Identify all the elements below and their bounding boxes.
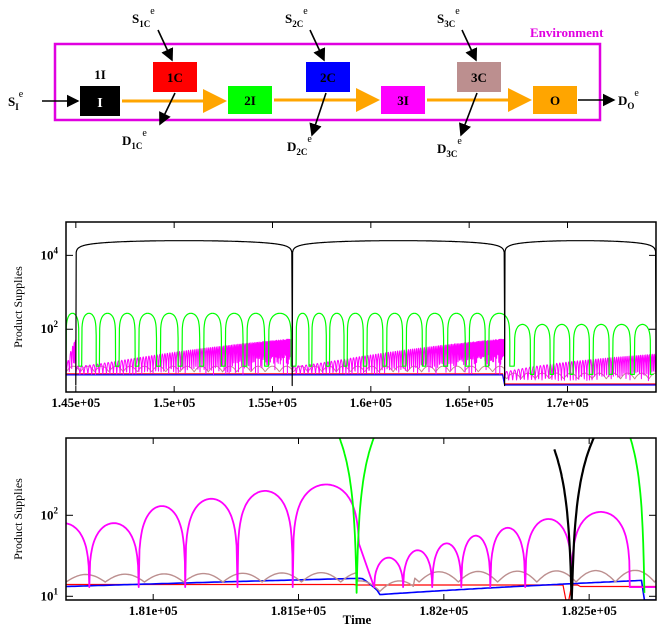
chart-top-frame: [65, 221, 657, 393]
chart-top: Product Supplies 1.45e+05 1.5e+05 1.55e+05…: [11, 221, 657, 410]
x-tick-label: 1.5e+05: [153, 395, 196, 410]
label-supply-in: SIe: [8, 89, 24, 112]
y-tick-label: 101: [41, 586, 59, 603]
series-magenta-line: [66, 338, 656, 382]
box-O-label: O: [550, 93, 560, 108]
y-tick-label: 104: [41, 245, 59, 262]
y-tick-label: 102: [41, 319, 59, 336]
x-tick-label: 1.45e+05: [51, 395, 100, 410]
label-demand-1c: D1Ce: [122, 128, 147, 151]
arrow-demand-1c: [159, 92, 176, 126]
series-black-line: [75, 240, 656, 387]
y-tick-label: 102: [41, 505, 59, 522]
label-supply-3c: S3Ce: [437, 6, 460, 29]
box-2C: [306, 62, 350, 92]
box-2C-label: 2C: [320, 70, 336, 85]
x-tick-label: 1.55e+05: [248, 395, 297, 410]
x-tick-label: 1.825e+05: [561, 603, 617, 618]
arrow-demand-2c: [309, 92, 327, 137]
chart-bottom-xlabel: Time: [343, 612, 372, 626]
box-1C: [153, 62, 197, 92]
box-3I: [381, 86, 425, 114]
box-3C-label: 3C: [471, 70, 487, 85]
label-demand-3c: D3Ce: [437, 136, 462, 159]
x-tick-label: 1.6e+05: [350, 395, 393, 410]
label-supply-1c: S1Ce: [132, 6, 155, 29]
series-magenta-line: [66, 483, 656, 588]
arrow-supply-3c: [461, 29, 478, 62]
arrow-supply-2c: [309, 29, 326, 62]
label-demand-2c: D2Ce: [287, 134, 312, 157]
supply-chain-diagram: Environment I 1I 1C 2I 2C 3I 3C O SIe S1…: [8, 6, 639, 159]
arrow-supply-1c: [157, 29, 174, 62]
label-supply-2c: S2Ce: [285, 6, 308, 29]
series-blue-line: [66, 374, 656, 386]
box-1C-label: 1C: [167, 70, 183, 85]
x-tick-label: 1.7e+05: [546, 395, 589, 410]
box-2I-label: 2I: [244, 93, 256, 108]
series-brown-line: [66, 569, 656, 593]
x-tick-label: 1.81e+05: [129, 603, 178, 618]
label-demand-out: DOe: [618, 88, 639, 111]
series-red-line: [66, 583, 656, 600]
chart-bottom-frame: [65, 437, 657, 601]
chart-top-ylabel: Product Supplies: [11, 266, 25, 348]
x-tick-label: 1.815e+05: [271, 603, 327, 618]
box-I-label: I: [97, 96, 102, 111]
environment-border: [53, 42, 602, 122]
x-tick-label: 1.82e+05: [419, 603, 468, 618]
label-1I: 1I: [94, 67, 106, 82]
box-I: [80, 86, 120, 116]
box-3I-label: 3I: [397, 93, 409, 108]
environment-label: Environment: [530, 25, 604, 40]
box-O: [533, 86, 577, 114]
box-3C: [457, 62, 501, 92]
x-tick-label: 1.65e+05: [445, 395, 494, 410]
arrow-demand-3c: [459, 92, 478, 137]
series-green-line: [629, 438, 646, 593]
series-black-line: [553, 438, 595, 600]
series-blue-line: [66, 577, 656, 600]
chart-bottom: Product Supplies Time 1.81e+05 1.815e+05 1…: [11, 437, 657, 626]
chart-bottom-ylabel: Product Supplies: [11, 478, 25, 560]
series-green-line: [338, 438, 375, 594]
series-green-line: [66, 312, 654, 375]
box-2I: [228, 86, 272, 114]
